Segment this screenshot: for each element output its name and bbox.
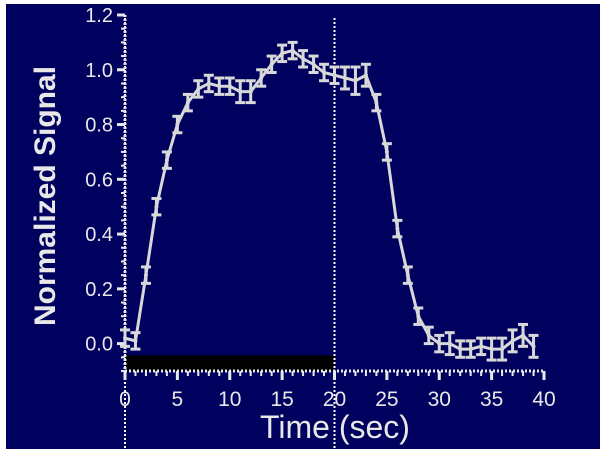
data-point bbox=[342, 75, 347, 80]
data-point bbox=[447, 341, 452, 346]
x-tick-label: 0 bbox=[119, 388, 131, 411]
data-point bbox=[217, 84, 222, 89]
data-point bbox=[123, 336, 127, 341]
x-tick-label: 30 bbox=[428, 388, 451, 411]
data-point bbox=[510, 338, 515, 343]
data-point bbox=[489, 347, 494, 352]
y-tick-label: 0.2 bbox=[85, 279, 113, 301]
data-point bbox=[437, 341, 442, 346]
x-tick-label: 5 bbox=[172, 388, 184, 411]
data-point bbox=[238, 89, 243, 94]
data-point bbox=[531, 344, 536, 349]
data-point bbox=[374, 100, 379, 105]
data-point bbox=[500, 347, 505, 352]
data-point bbox=[311, 62, 316, 67]
x-tick-label: 20 bbox=[323, 388, 346, 411]
y-tick-label: 0.8 bbox=[85, 115, 113, 137]
data-point bbox=[405, 273, 410, 278]
data-point bbox=[154, 204, 159, 209]
x-tick-label: 25 bbox=[375, 388, 398, 411]
axes-layer: 0.0 0.2 0.4 0.6 0.8 1.0 1.2 0 5 10 15 20 25 30 35 40 bbox=[85, 5, 555, 411]
data-point bbox=[363, 73, 368, 78]
x-tick-label: 10 bbox=[218, 388, 241, 411]
data-point bbox=[332, 73, 337, 78]
x-tick-label: 35 bbox=[480, 388, 503, 411]
stimulus-bar bbox=[125, 355, 335, 371]
data-point bbox=[248, 89, 253, 94]
y-tick-label: 0.6 bbox=[85, 169, 113, 191]
x-tick-label: 15 bbox=[270, 388, 293, 411]
y-tick-label: 0.4 bbox=[85, 224, 113, 246]
data-point bbox=[395, 226, 400, 231]
data-point bbox=[290, 48, 295, 53]
data-point bbox=[416, 314, 421, 319]
data-point bbox=[133, 338, 138, 343]
data-point bbox=[458, 347, 463, 352]
series-line bbox=[124, 49, 535, 351]
data-point bbox=[269, 62, 274, 67]
x-tick-label: 40 bbox=[532, 388, 555, 411]
series-layer bbox=[120, 40, 539, 362]
y-tick-label: 0.0 bbox=[85, 334, 113, 356]
data-point bbox=[280, 51, 285, 56]
data-point bbox=[185, 100, 190, 105]
data-point bbox=[384, 149, 389, 154]
data-point bbox=[143, 273, 148, 278]
data-point bbox=[227, 84, 232, 89]
y-axis-label: Normalized Signal bbox=[29, 66, 62, 326]
stimulus-layer bbox=[125, 355, 335, 371]
data-point bbox=[426, 333, 431, 338]
y-tick-label: 1.2 bbox=[85, 5, 113, 27]
data-point bbox=[468, 347, 473, 352]
data-point bbox=[479, 344, 484, 349]
data-point bbox=[521, 333, 526, 338]
data-point bbox=[322, 70, 327, 75]
data-point bbox=[206, 81, 211, 86]
data-point bbox=[164, 158, 169, 163]
data-point bbox=[301, 56, 306, 61]
data-point bbox=[353, 78, 358, 83]
data-point bbox=[175, 122, 180, 127]
x-axis-label: Time (sec) bbox=[260, 409, 410, 445]
data-point bbox=[259, 75, 264, 80]
y-tick-label: 1.0 bbox=[85, 60, 113, 82]
data-point bbox=[196, 86, 201, 91]
